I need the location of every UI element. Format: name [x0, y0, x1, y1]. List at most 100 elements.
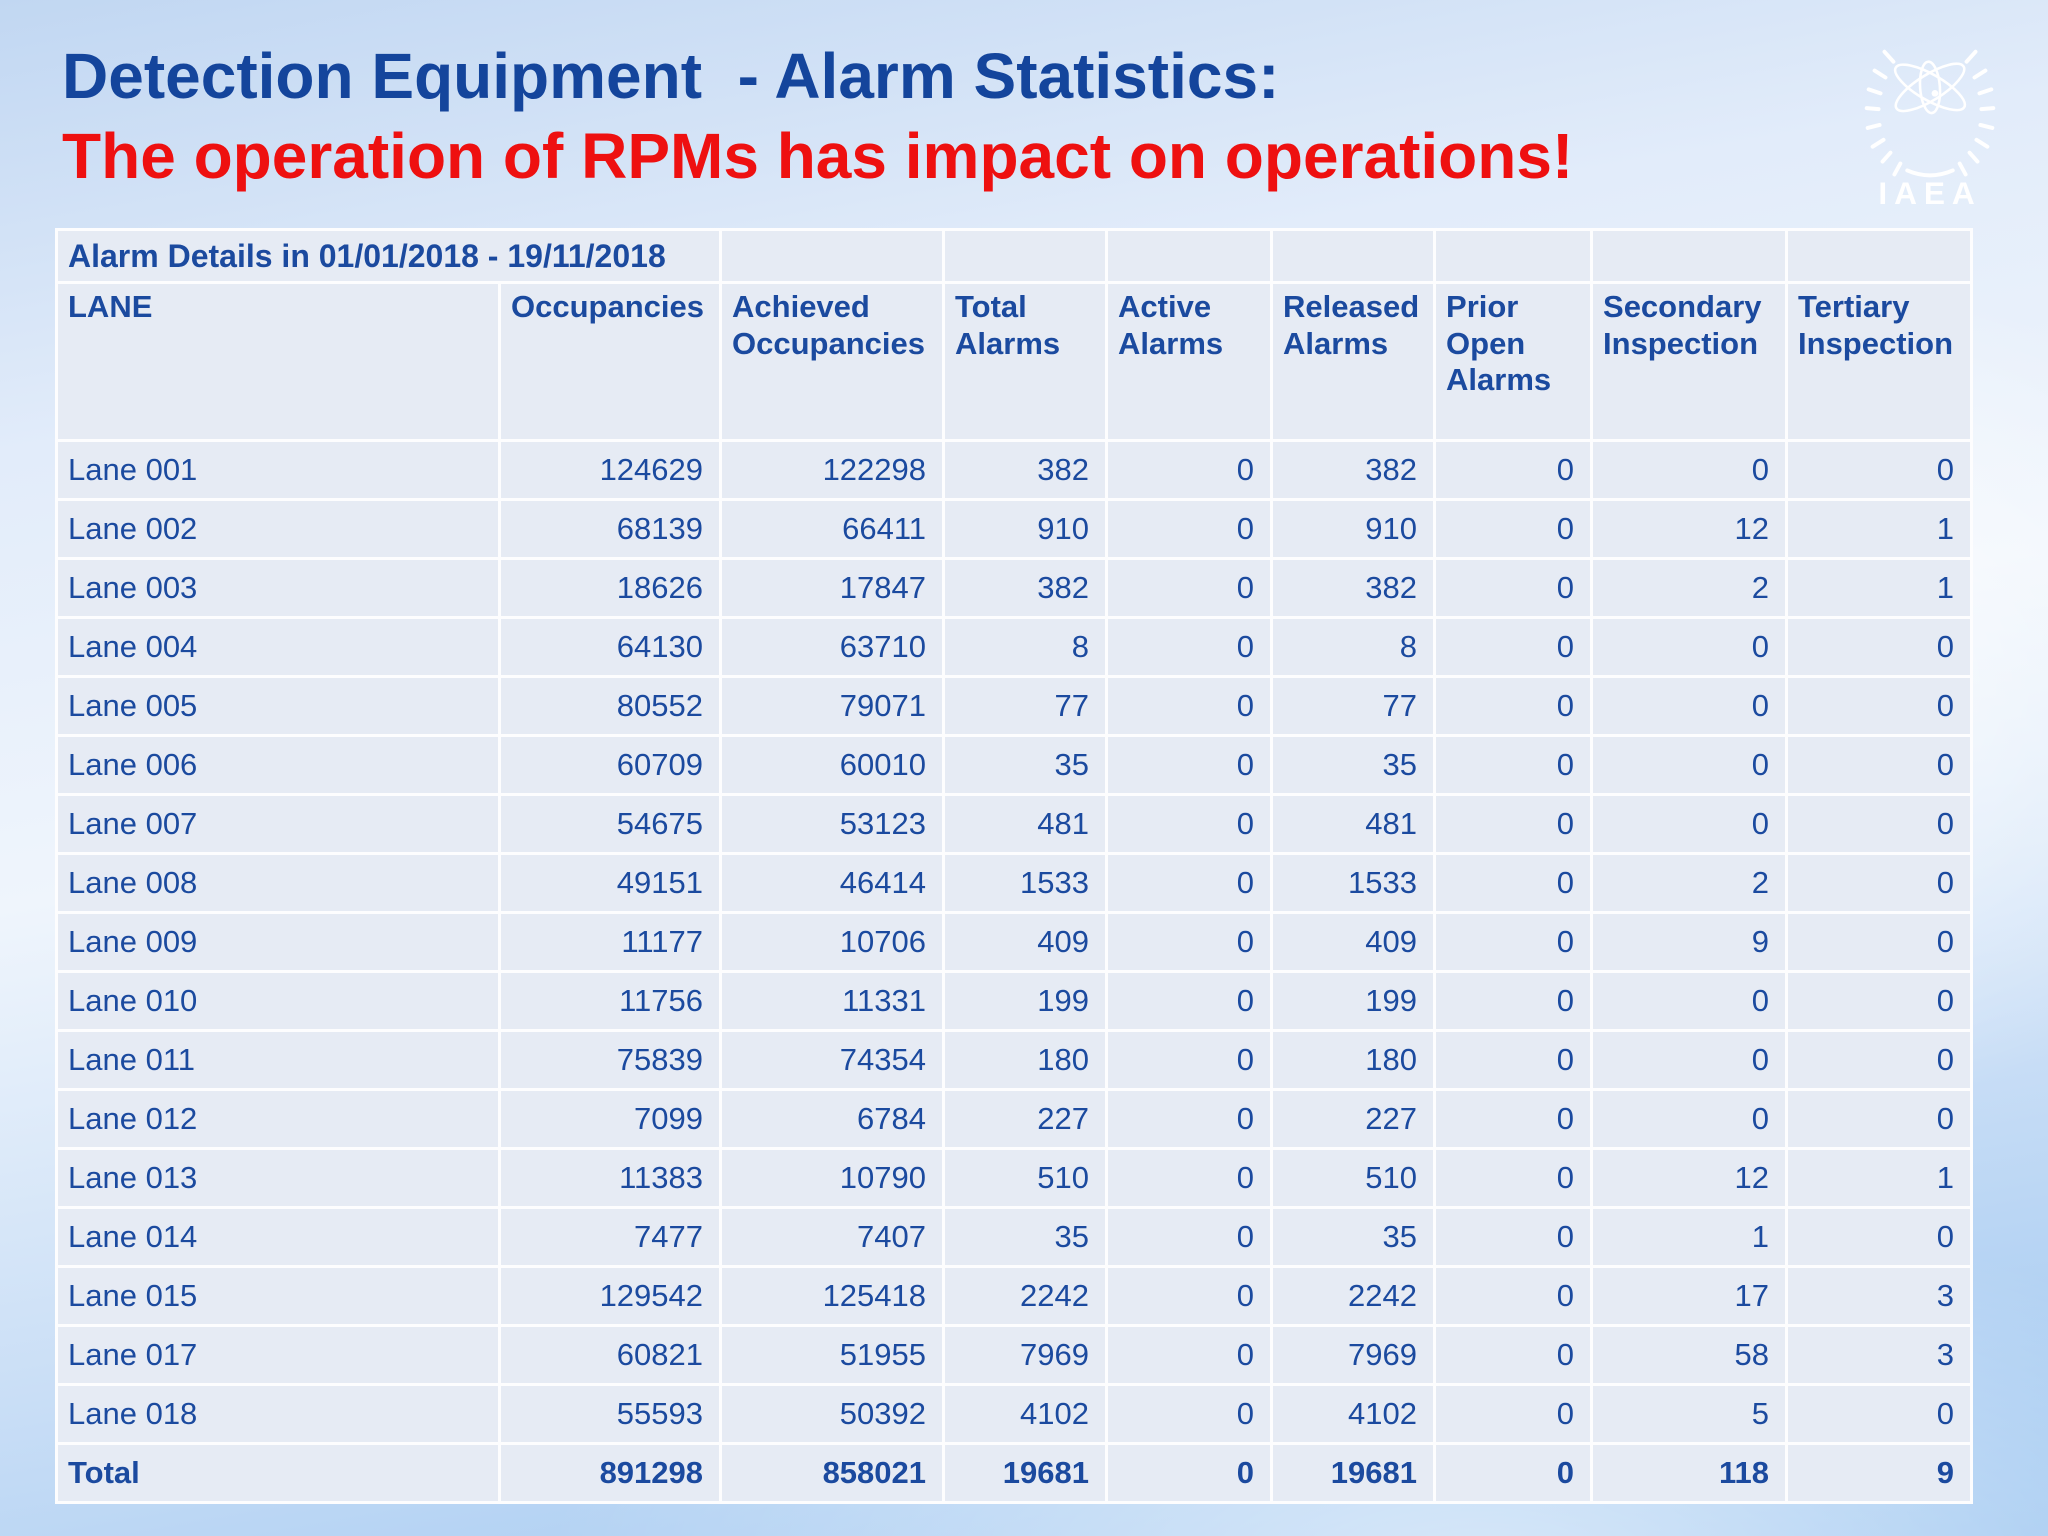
value-cell: 4102: [1273, 1386, 1434, 1442]
value-cell: 0: [1436, 1386, 1591, 1442]
value-cell: 0: [1436, 973, 1591, 1029]
value-cell: 3: [1788, 1327, 1971, 1383]
value-cell: 0: [1788, 678, 1971, 734]
value-cell: 199: [945, 973, 1106, 1029]
value-cell: 0: [1108, 1445, 1271, 1501]
value-cell: 125418: [722, 1268, 943, 1324]
value-cell: 12: [1593, 1150, 1786, 1206]
value-cell: 382: [1273, 560, 1434, 616]
value-cell: 382: [945, 560, 1106, 616]
table-row: Lane 018 55593 50392 4102 0 4102 0 5 0: [58, 1386, 1971, 1442]
value-cell: 17847: [722, 560, 943, 616]
value-cell: 0: [1788, 973, 1971, 1029]
value-cell: 0: [1108, 737, 1271, 793]
value-cell: 0: [1436, 1150, 1591, 1206]
table-row: Lane 004 64130 63710 8 0 8 0 0 0: [58, 619, 1971, 675]
value-cell: 77: [945, 678, 1106, 734]
table-row: Lane 006 60709 60010 35 0 35 0 0 0: [58, 737, 1971, 793]
value-cell: 63710: [722, 619, 943, 675]
value-cell: 1533: [945, 855, 1106, 911]
value-cell: 11756: [501, 973, 720, 1029]
value-cell: 481: [945, 796, 1106, 852]
table-row: Lane 010 11756 11331 199 0 199 0 0 0: [58, 973, 1971, 1029]
value-cell: 53123: [722, 796, 943, 852]
value-cell: 2242: [945, 1268, 1106, 1324]
value-cell: 0: [1108, 1268, 1271, 1324]
alarm-table-body: Alarm Details in 01/01/2018 - 19/11/2018…: [58, 231, 1971, 1501]
page-title: Detection Equipment - Alarm Statistics:: [62, 40, 1280, 112]
value-cell: 0: [1108, 1327, 1271, 1383]
value-cell: 1: [1788, 1150, 1971, 1206]
value-cell: 11177: [501, 914, 720, 970]
lane-label: Lane 002: [58, 501, 498, 557]
value-cell: 858021: [722, 1445, 943, 1501]
lane-label: Lane 007: [58, 796, 498, 852]
value-cell: 0: [1108, 1150, 1271, 1206]
table-row: Lane 012 7099 6784 227 0 227 0 0 0: [58, 1091, 1971, 1147]
lane-label: Lane 014: [58, 1209, 498, 1265]
value-cell: 124629: [501, 442, 720, 498]
value-cell: 0: [1436, 1091, 1591, 1147]
table-row: Lane 001 124629 122298 382 0 382 0 0 0: [58, 442, 1971, 498]
value-cell: 0: [1108, 619, 1271, 675]
value-cell: 0: [1436, 1032, 1591, 1088]
value-cell: 2: [1593, 560, 1786, 616]
value-cell: 481: [1273, 796, 1434, 852]
value-cell: 7477: [501, 1209, 720, 1265]
value-cell: 0: [1788, 1032, 1971, 1088]
table-caption: Alarm Details in 01/01/2018 - 19/11/2018: [58, 231, 720, 281]
atom-icon: [1893, 60, 1967, 115]
value-cell: 910: [1273, 501, 1434, 557]
value-cell: 7969: [945, 1327, 1106, 1383]
value-cell: 58: [1593, 1327, 1786, 1383]
value-cell: 77: [1273, 678, 1434, 734]
value-cell: 51955: [722, 1327, 943, 1383]
value-cell: 891298: [501, 1445, 720, 1501]
lane-label: Lane 001: [58, 442, 498, 498]
value-cell: 6784: [722, 1091, 943, 1147]
value-cell: 409: [945, 914, 1106, 970]
value-cell: 0: [1593, 737, 1786, 793]
value-cell: 7969: [1273, 1327, 1434, 1383]
lane-label: Total: [58, 1445, 498, 1501]
value-cell: 0: [1436, 678, 1591, 734]
value-cell: 12: [1593, 501, 1786, 557]
value-cell: 0: [1436, 619, 1591, 675]
value-cell: 199: [1273, 973, 1434, 1029]
value-cell: 1: [1788, 501, 1971, 557]
value-cell: 54675: [501, 796, 720, 852]
column-header: Prior Open Alarms: [1436, 284, 1591, 439]
value-cell: 910: [945, 501, 1106, 557]
value-cell: 0: [1108, 1209, 1271, 1265]
value-cell: 2242: [1273, 1268, 1434, 1324]
value-cell: 180: [1273, 1032, 1434, 1088]
value-cell: 0: [1593, 619, 1786, 675]
table-header-row: LANE Occupancies Achieved Occupancies Total…: [58, 284, 1971, 439]
column-header: Total Alarms: [945, 284, 1106, 439]
value-cell: 0: [1788, 1209, 1971, 1265]
value-cell: 0: [1593, 1091, 1786, 1147]
value-cell: 75839: [501, 1032, 720, 1088]
value-cell: 60709: [501, 737, 720, 793]
value-cell: 11331: [722, 973, 943, 1029]
table-caption-row: Alarm Details in 01/01/2018 - 19/11/2018: [58, 231, 1971, 281]
value-cell: 7407: [722, 1209, 943, 1265]
value-cell: 64130: [501, 619, 720, 675]
value-cell: 3: [1788, 1268, 1971, 1324]
column-header: Active Alarms: [1108, 284, 1271, 439]
lane-label: Lane 010: [58, 973, 498, 1029]
value-cell: 60010: [722, 737, 943, 793]
value-cell: 0: [1436, 1209, 1591, 1265]
value-cell: 0: [1108, 442, 1271, 498]
value-cell: 0: [1108, 560, 1271, 616]
value-cell: 17: [1593, 1268, 1786, 1324]
value-cell: 1: [1593, 1209, 1786, 1265]
lane-label: Lane 006: [58, 737, 498, 793]
lane-label: Lane 005: [58, 678, 498, 734]
lane-label: Lane 012: [58, 1091, 498, 1147]
value-cell: 510: [945, 1150, 1106, 1206]
table-row: Lane 009 11177 10706 409 0 409 0 9 0: [58, 914, 1971, 970]
laurel-wreath-icon: [1864, 49, 1996, 178]
value-cell: 0: [1788, 442, 1971, 498]
